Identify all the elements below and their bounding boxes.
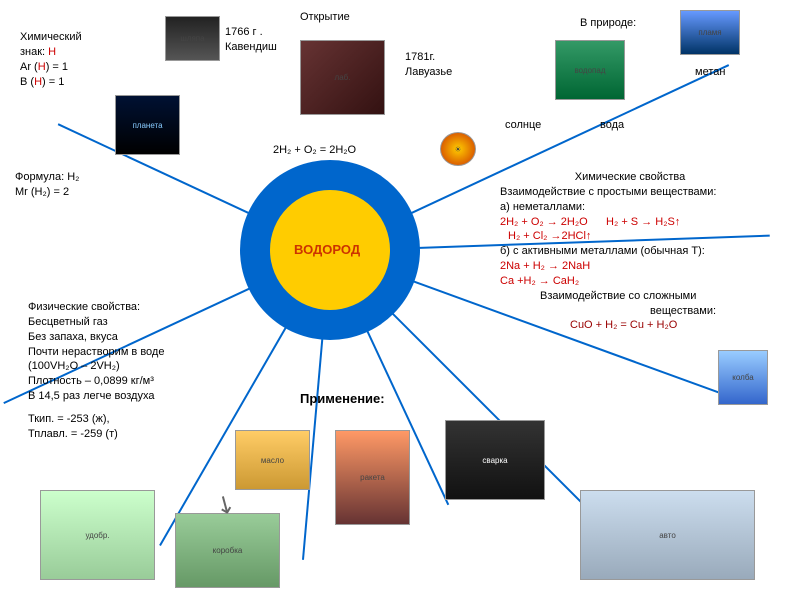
- methane-label: метан: [695, 65, 725, 80]
- car-image: авто: [580, 490, 755, 580]
- sun-label: солнце: [505, 118, 541, 133]
- phys-props: Физические свойства: Бесцветный газ Без …: [28, 300, 164, 442]
- flame-image: пламя: [680, 10, 740, 55]
- lab-image: лаб.: [300, 40, 385, 115]
- box-image: коробка: [175, 513, 280, 588]
- beaker-image: колба: [718, 350, 768, 405]
- sun-image: ☀: [440, 132, 476, 166]
- chem-sign: Химический знак: Н Аr (Н) = 1 В (Н) = 1: [20, 30, 82, 89]
- formula: Формула: Н₂ Мr (Н₂) = 2: [15, 170, 79, 200]
- waterfall-image: водопад: [555, 40, 625, 100]
- water-label: вода: [600, 118, 624, 133]
- discovery-year1: 1766 г . Кавендиш: [225, 25, 277, 55]
- discovery-year2: 1781г. Лавуазье: [405, 50, 452, 80]
- hat-image: шляпа: [165, 16, 220, 61]
- chem-props: Химические свойства Взаимодействие с про…: [500, 170, 800, 333]
- nature-title: В природе:: [580, 16, 636, 31]
- equation-top: 2Н₂ + О₂ = 2Н₂О: [270, 142, 359, 159]
- weld-image: сварка: [445, 420, 545, 500]
- discovery-title: Открытие: [300, 10, 350, 25]
- planet-image: планета: [115, 95, 180, 155]
- rocket-image: ракета: [335, 430, 410, 525]
- application-title: Применение:: [300, 390, 385, 408]
- bottles-image: масло: [235, 430, 310, 490]
- fert-image: удобр.: [40, 490, 155, 580]
- center-label: ВОДОРОД: [294, 242, 360, 257]
